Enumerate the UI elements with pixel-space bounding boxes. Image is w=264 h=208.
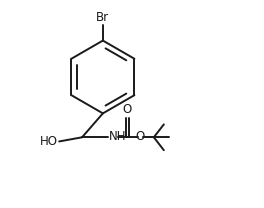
Text: NH: NH [109,130,127,143]
Text: O: O [123,103,132,116]
Text: HO: HO [40,135,58,148]
Text: O: O [136,130,145,143]
Text: Br: Br [96,11,110,24]
